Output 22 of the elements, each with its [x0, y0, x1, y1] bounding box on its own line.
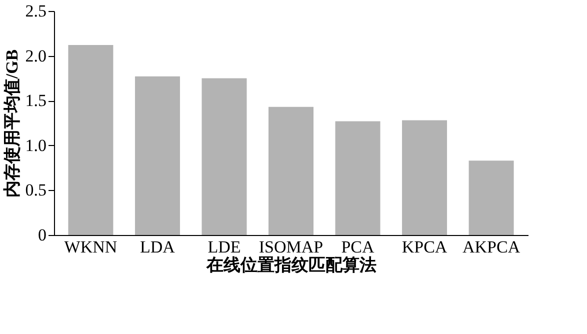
x-tick-label: LDA	[140, 238, 176, 256]
x-tick-label: PCA	[341, 238, 376, 256]
y-tick-label: 0.5	[25, 180, 46, 200]
x-tick-label: AKPCA	[462, 238, 521, 256]
y-axis-title: 内存使用平均值/GB	[2, 49, 22, 198]
bar	[202, 78, 247, 235]
y-tick-label: 1.5	[25, 91, 46, 110]
x-tick-label: KPCA	[402, 238, 448, 256]
bar	[468, 160, 514, 235]
y-tick-label: 2.0	[25, 46, 46, 66]
bar	[134, 76, 180, 235]
y-tick-label: 2.5	[25, 2, 46, 20]
bar	[68, 45, 114, 235]
x-tick-label: WKNN	[64, 238, 118, 256]
x-tick-label: ISOMAP	[258, 238, 324, 256]
bar	[268, 106, 314, 235]
x-axis-title: 在线位置指纹匹配算法	[206, 256, 376, 274]
y-tick-label: 1.0	[25, 136, 46, 155]
x-tick-label: LDE	[208, 238, 241, 256]
bar	[335, 121, 380, 235]
y-tick-label: 0	[38, 226, 46, 244]
bar	[402, 120, 448, 235]
